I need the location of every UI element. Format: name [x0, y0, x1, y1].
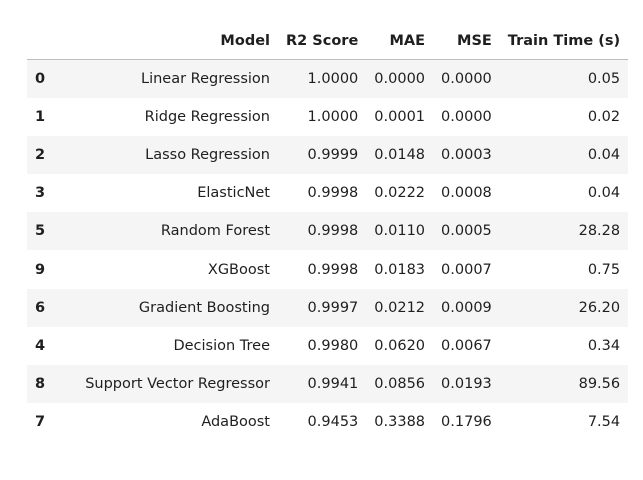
row-index: 0: [35, 70, 46, 87]
cell-model: Random Forest: [160, 223, 270, 240]
cell-mae: 0.3388: [374, 414, 426, 431]
cell-mse: 0.0000: [441, 108, 492, 125]
cell-mse: 0.1796: [441, 414, 492, 431]
cell-r2-score: 0.9998: [307, 261, 359, 278]
cell-train-time: 0.75: [587, 261, 621, 278]
cell-model: AdaBoost: [201, 414, 270, 431]
table-row: 1 Ridge Regression 1.0000 0.0001 0.0000 0.02: [27, 98, 628, 136]
column-header-model: Model: [54, 23, 278, 60]
cell-model: Linear Regression: [141, 70, 270, 87]
results-table: Model R2 Score MAE MSE Train Time (s) 0 L…: [27, 23, 629, 441]
cell-train-time: 0.02: [587, 108, 621, 125]
row-index: 1: [35, 108, 46, 125]
cell-r2-score: 0.9941: [307, 376, 359, 393]
column-header-train-time: Train Time (s): [499, 23, 629, 60]
cell-model: Support Vector Regressor: [85, 376, 270, 393]
cell-mse: 0.0008: [441, 185, 492, 202]
row-index: 8: [35, 376, 46, 393]
cell-r2-score: 0.9998: [307, 223, 359, 240]
table-row: 9 XGBoost 0.9998 0.0183 0.0007 0.75: [27, 250, 628, 288]
cell-r2-score: 0.9997: [307, 299, 359, 316]
cell-mse: 0.0067: [441, 337, 492, 354]
cell-r2-score: 0.9980: [307, 337, 359, 354]
index-header: [27, 23, 54, 60]
column-header-mae: MAE: [366, 23, 434, 60]
cell-r2-score: 0.9453: [307, 414, 359, 431]
table-row: 3 ElasticNet 0.9998 0.0222 0.0008 0.04: [27, 174, 628, 212]
header-row: Model R2 Score MAE MSE Train Time (s): [27, 23, 629, 60]
cell-mse: 0.0000: [441, 70, 492, 87]
cell-train-time: 0.04: [587, 185, 621, 202]
cell-model: ElasticNet: [197, 185, 270, 202]
table-row: 6 Gradient Boosting 0.9997 0.0212 0.0009 26.2…: [27, 288, 629, 327]
cell-train-time: 0.34: [587, 337, 621, 354]
cell-mae: 0.0001: [374, 108, 426, 125]
cell-model: Gradient Boosting: [138, 299, 270, 316]
cell-r2-score: 1.0000: [307, 108, 359, 125]
table-row: 8 Support Vector Regressor 0.9941 0.0856 0.0…: [27, 365, 629, 404]
table-row: 4 Decision Tree 0.9980 0.0620 0.0067 0.34: [27, 327, 628, 365]
cell-r2-score: 0.9999: [307, 146, 359, 163]
cell-model: Lasso Regression: [145, 146, 270, 163]
cell-train-time: 28.28: [578, 223, 621, 240]
cell-model: Decision Tree: [173, 337, 270, 354]
row-index: 3: [35, 185, 46, 202]
cell-mae: 0.0000: [374, 70, 426, 87]
cell-mse: 0.0005: [441, 223, 492, 240]
cell-mae: 0.0222: [374, 185, 426, 202]
row-index: 4: [35, 337, 46, 354]
row-index: 5: [35, 223, 46, 240]
table-row: 0 Linear Regression 1.0000 0.0000 0.0000 0.05: [27, 59, 629, 98]
cell-r2-score: 1.0000: [307, 70, 359, 87]
cell-model: XGBoost: [207, 261, 270, 278]
table-row: 7 AdaBoost 0.9453 0.3388 0.1796 7.54: [27, 403, 628, 441]
cell-train-time: 89.56: [578, 376, 621, 393]
cell-train-time: 26.20: [578, 299, 621, 316]
dataframe-output: Model R2 Score MAE MSE Train Time (s) 0 L…: [27, 23, 629, 441]
cell-train-time: 7.54: [587, 414, 621, 431]
cell-train-time: 0.05: [587, 70, 621, 87]
table-row: 5 Random Forest 0.9998 0.0110 0.0005 28.28: [27, 212, 629, 251]
cell-mae: 0.0183: [374, 261, 426, 278]
row-index: 2: [35, 146, 46, 163]
cell-mae: 0.0856: [374, 376, 426, 393]
table-row: 2 Lasso Regression 0.9999 0.0148 0.0003 0.04: [27, 135, 629, 175]
column-header-r2-score: R2 Score: [278, 23, 367, 60]
row-index: 9: [35, 261, 46, 278]
cell-mse: 0.0009: [441, 299, 492, 316]
row-index: 6: [35, 299, 46, 316]
cell-mse: 0.0007: [441, 261, 492, 278]
column-header-mse: MSE: [433, 23, 500, 60]
cell-r2-score: 0.9998: [307, 185, 359, 202]
cell-mae: 0.0110: [374, 223, 426, 240]
cell-mse: 0.0193: [441, 376, 492, 393]
cell-mae: 0.0212: [374, 299, 426, 316]
row-index: 7: [35, 414, 46, 431]
cell-train-time: 0.04: [587, 146, 621, 163]
cell-mae: 0.0148: [374, 146, 426, 163]
cell-model: Ridge Regression: [144, 108, 270, 125]
cell-mse: 0.0003: [441, 146, 492, 163]
cell-mae: 0.0620: [374, 337, 426, 354]
